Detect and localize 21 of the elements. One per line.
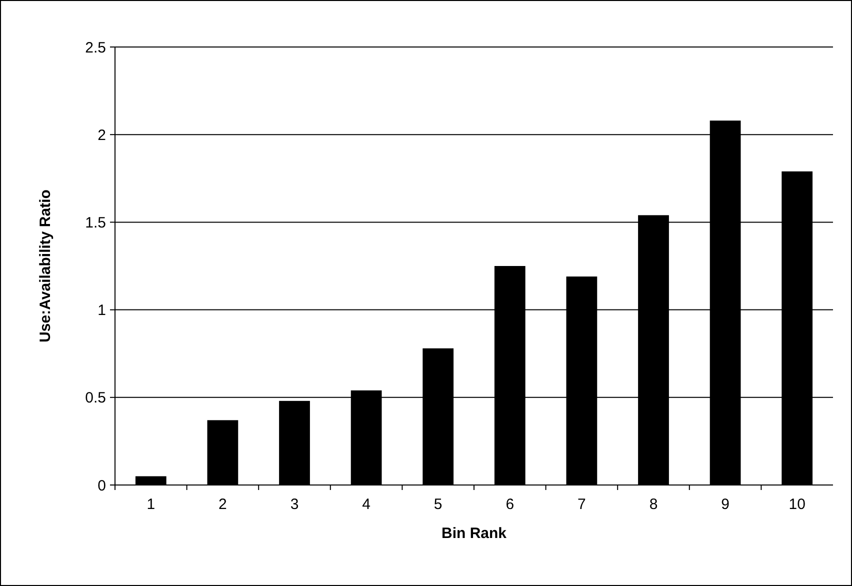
bar xyxy=(207,420,238,485)
y-tick-label: 1 xyxy=(98,302,106,320)
y-axis-title: Use:Availability Ratio xyxy=(37,190,54,342)
y-tick-label: 0.5 xyxy=(85,390,106,407)
y-tick-label: 0 xyxy=(98,477,106,494)
x-tick-label: 9 xyxy=(721,496,730,513)
bar xyxy=(279,400,310,485)
x-tick-label: 3 xyxy=(290,496,299,513)
x-tick-label: 8 xyxy=(649,496,658,513)
x-tick-label: 4 xyxy=(362,496,370,513)
y-tick-label: 1.5 xyxy=(85,214,106,232)
y-tick-label: 2 xyxy=(98,126,106,144)
x-tick-label: 5 xyxy=(434,496,442,513)
x-tick-label: 6 xyxy=(506,496,514,513)
x-tick-label: 10 xyxy=(788,496,806,513)
x-tick-label: 1 xyxy=(146,496,156,513)
x-axis-title: Bin Rank xyxy=(441,525,508,542)
y-tick-label: 2.5 xyxy=(85,39,106,56)
bar xyxy=(135,476,166,485)
x-tick-label: 2 xyxy=(218,496,227,513)
x-tick-label: 7 xyxy=(578,496,586,513)
